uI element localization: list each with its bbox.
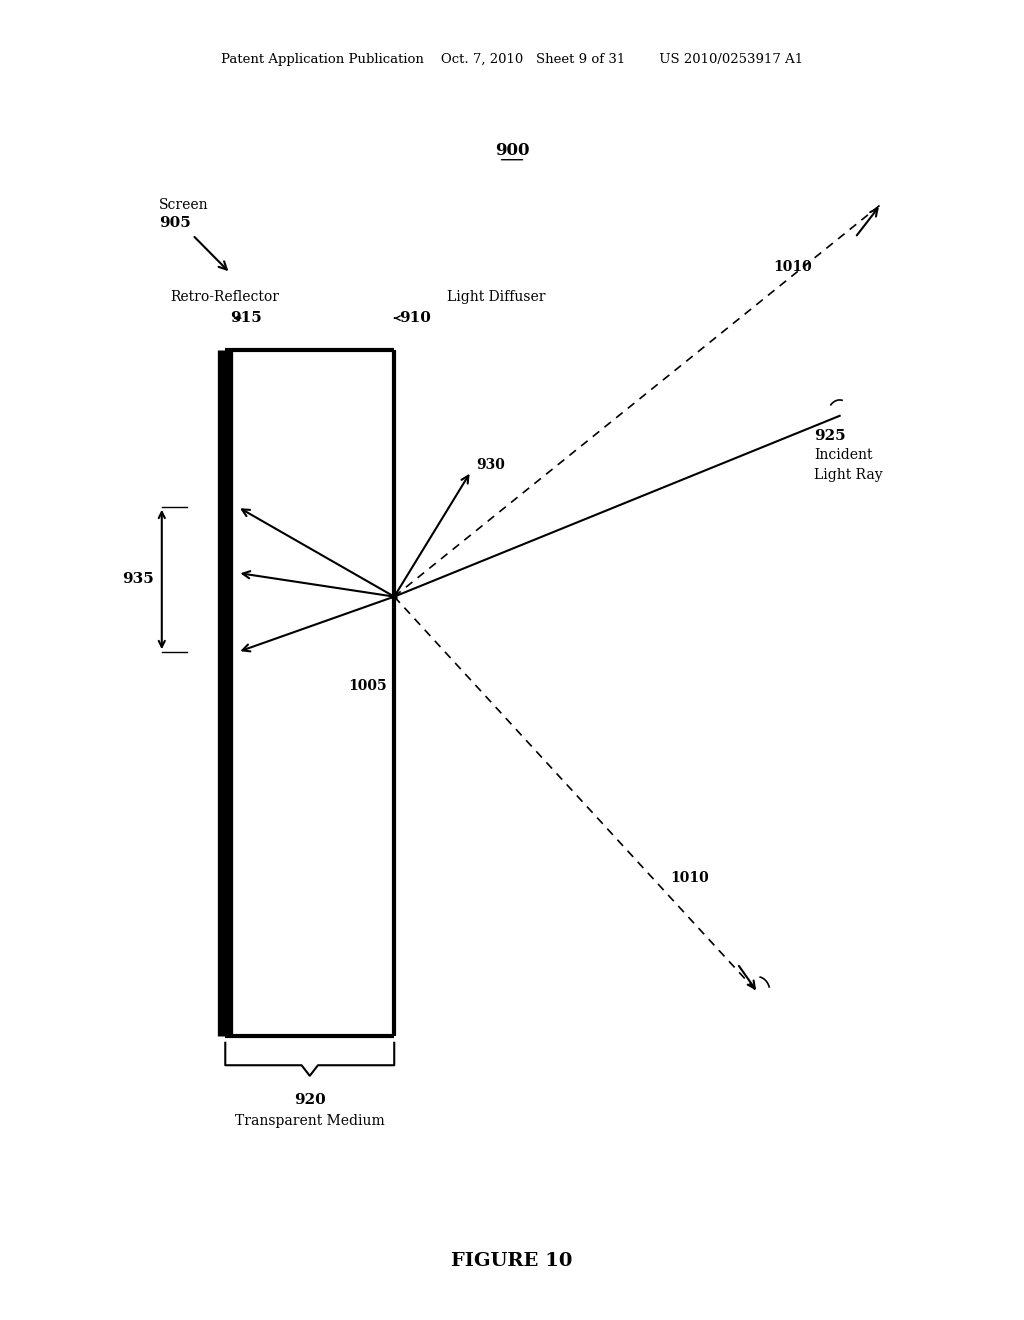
Text: 920: 920 xyxy=(294,1093,326,1106)
Text: Patent Application Publication    Oct. 7, 2010   Sheet 9 of 31        US 2010/02: Patent Application Publication Oct. 7, 2… xyxy=(221,53,803,66)
Text: 1005: 1005 xyxy=(348,680,387,693)
Text: Retro-Reflector: Retro-Reflector xyxy=(171,290,280,304)
Text: Light Ray: Light Ray xyxy=(814,469,883,482)
Text: 910: 910 xyxy=(399,312,431,325)
Text: 1010: 1010 xyxy=(671,871,710,884)
Text: Incident: Incident xyxy=(814,449,872,462)
Text: Screen: Screen xyxy=(159,198,208,211)
Text: 930: 930 xyxy=(476,458,505,471)
Text: FIGURE 10: FIGURE 10 xyxy=(452,1251,572,1270)
Text: 935: 935 xyxy=(122,573,154,586)
Text: 1010: 1010 xyxy=(773,260,812,273)
Text: Light Diffuser: Light Diffuser xyxy=(447,290,546,304)
Text: 925: 925 xyxy=(814,429,846,442)
Text: 900: 900 xyxy=(495,143,529,158)
Text: 915: 915 xyxy=(230,312,262,325)
Text: Transparent Medium: Transparent Medium xyxy=(234,1114,385,1127)
Text: 905: 905 xyxy=(159,216,190,230)
